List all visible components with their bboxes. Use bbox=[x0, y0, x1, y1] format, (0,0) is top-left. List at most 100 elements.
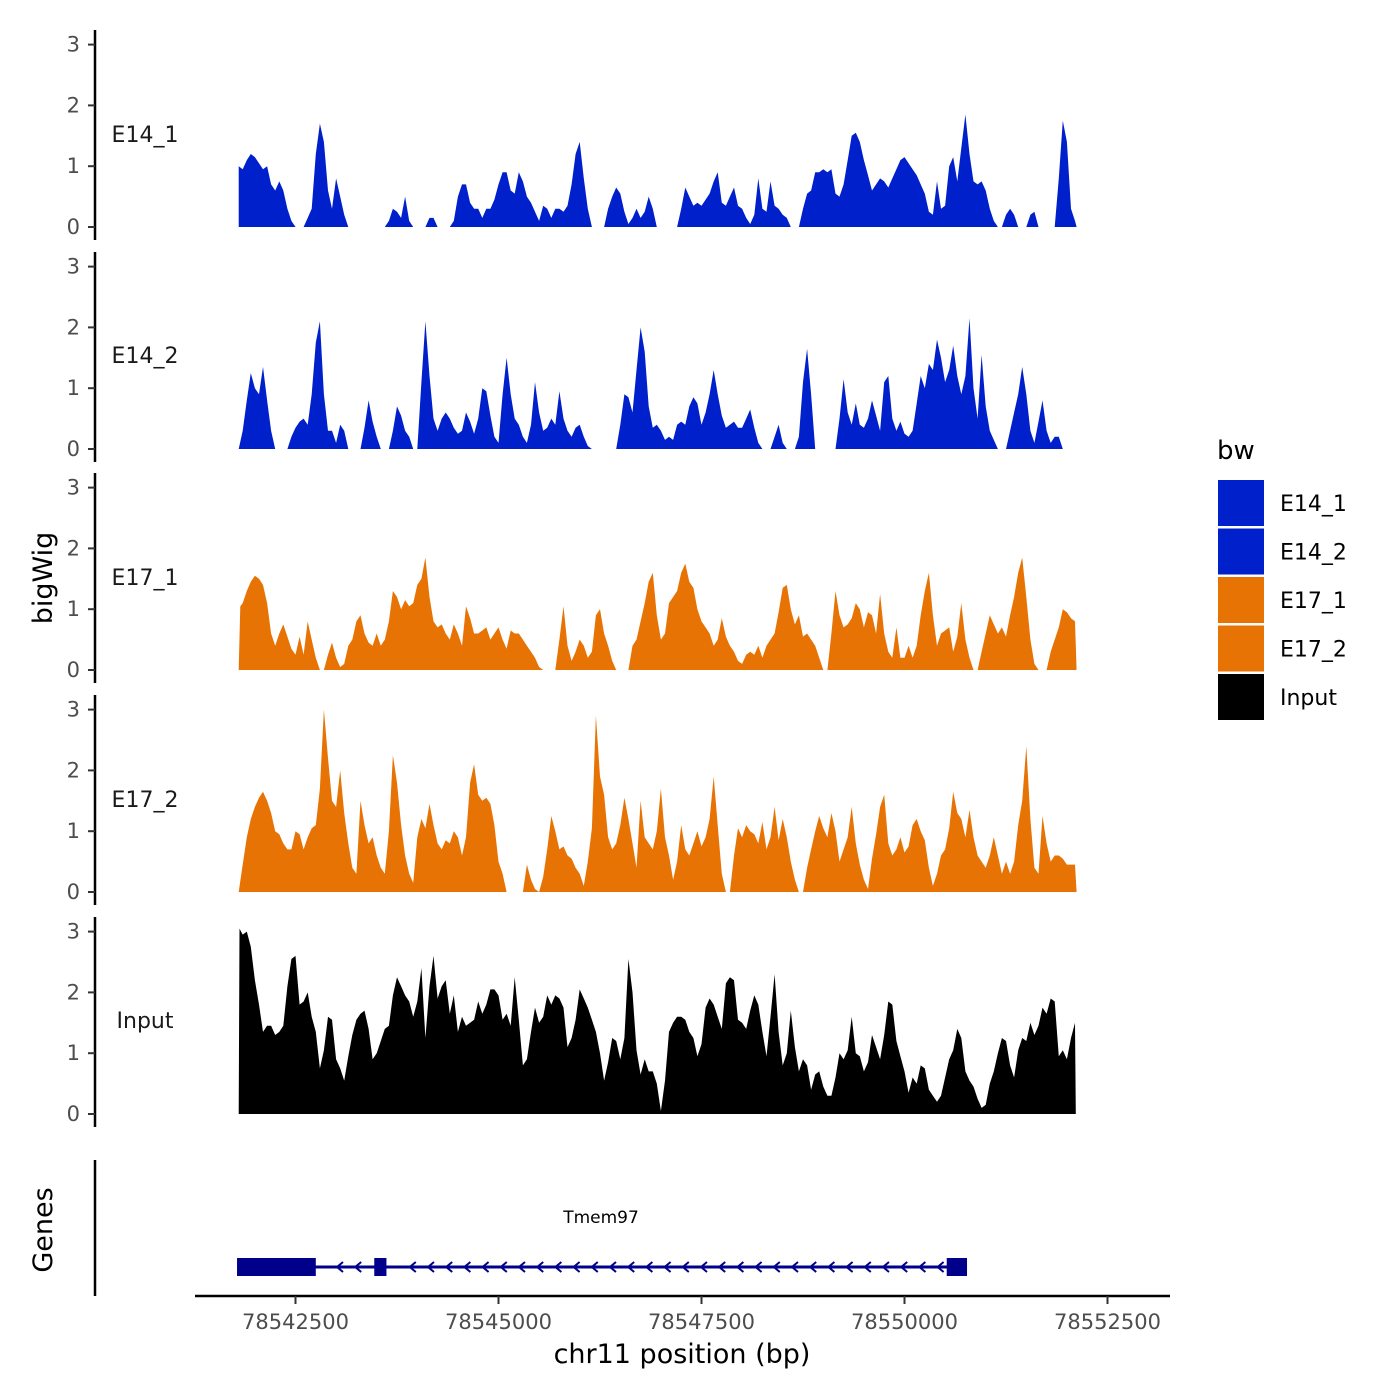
y-tick-label: 2 bbox=[67, 536, 80, 560]
strand-arrow bbox=[735, 1261, 745, 1273]
legend: bw E14_1 E14_2 E17_1 E17_2 Input bbox=[1217, 436, 1347, 720]
strand-arrow bbox=[444, 1261, 453, 1273]
x-axis-title: chr11 position (bp) bbox=[554, 1339, 811, 1370]
strand-arrow bbox=[917, 1261, 927, 1273]
exon bbox=[237, 1258, 316, 1276]
strand-arrow bbox=[845, 1261, 854, 1273]
coverage-area-e17-2 bbox=[238, 709, 1077, 892]
track-e14-1: 0 1 2 3 E14_1 bbox=[67, 30, 1077, 240]
strand-arrow bbox=[772, 1261, 781, 1273]
y-tick-label: 3 bbox=[67, 698, 80, 722]
gene-model-tmem97: Tmem97 bbox=[237, 1208, 968, 1276]
strand-arrow bbox=[553, 1261, 563, 1273]
legend-swatch bbox=[1218, 577, 1264, 623]
y-tick-label: 3 bbox=[67, 920, 80, 944]
strand-arrow bbox=[426, 1261, 435, 1273]
x-ticks: 78542500 78545000 78547500 78550000 78552500 bbox=[242, 1296, 1161, 1334]
strand-arrow bbox=[408, 1261, 417, 1273]
exon bbox=[946, 1258, 968, 1276]
y-tick-label: 2 bbox=[67, 93, 80, 117]
gene-layer: Tmem97 bbox=[237, 1208, 968, 1276]
y-tick-label: 1 bbox=[67, 597, 80, 621]
x-tick-label: 78552500 bbox=[1054, 1310, 1161, 1334]
y-tick-label: 0 bbox=[67, 215, 80, 239]
strand-arrow bbox=[881, 1261, 890, 1273]
x-tick-label: 78545000 bbox=[445, 1310, 552, 1334]
strand-arrow bbox=[517, 1261, 526, 1273]
legend-label: E17_1 bbox=[1280, 589, 1347, 614]
strand-arrow bbox=[535, 1261, 544, 1273]
track-panels: 0 1 2 3 E14_1 0 1 2 3 E14_2 0 1 2 3 E17_1 0 1 2 3 E17_2 0 1 2 3… bbox=[67, 30, 1077, 1127]
legend-entry: E17_2 bbox=[1218, 625, 1347, 672]
strand-arrow bbox=[481, 1261, 490, 1273]
exon bbox=[374, 1258, 387, 1276]
y-tick-label: 0 bbox=[67, 437, 80, 461]
y-tick-label: 1 bbox=[67, 819, 80, 843]
legend-swatch bbox=[1218, 528, 1264, 575]
track-label: Input bbox=[117, 1009, 174, 1034]
strand-arrow bbox=[608, 1261, 617, 1273]
legend-swatch bbox=[1218, 674, 1264, 720]
strand-arrow bbox=[499, 1261, 508, 1273]
strand-arrow bbox=[353, 1261, 362, 1273]
y-tick-label: 2 bbox=[67, 315, 80, 339]
track-e17-1: 0 1 2 3 E17_1 bbox=[67, 473, 1077, 683]
legend-label: Input bbox=[1280, 686, 1337, 711]
track-input: 0 1 2 3 Input bbox=[67, 917, 1076, 1127]
legend-entry: E17_1 bbox=[1218, 577, 1347, 623]
y-tick-label: 0 bbox=[67, 1102, 80, 1126]
strand-arrow bbox=[644, 1261, 654, 1273]
strand-arrow bbox=[717, 1261, 726, 1273]
gene-name-label: Tmem97 bbox=[562, 1208, 639, 1228]
x-tick-label: 78547500 bbox=[648, 1310, 755, 1334]
x-tick-label: 78542500 bbox=[242, 1310, 349, 1334]
track-label: E14_1 bbox=[112, 123, 179, 148]
x-axis: 78542500 78545000 78547500 78550000 78552500… bbox=[195, 1294, 1170, 1370]
strand-arrow bbox=[590, 1261, 599, 1273]
y-tick-label: 3 bbox=[67, 476, 80, 500]
y-tick-label: 1 bbox=[67, 376, 80, 400]
y-tick-label: 0 bbox=[67, 880, 80, 904]
track-e17-2: 0 1 2 3 E17_2 bbox=[67, 695, 1077, 905]
legend-label: E14_2 bbox=[1280, 541, 1347, 566]
y-tick-label: 2 bbox=[67, 758, 80, 782]
strand-arrow bbox=[826, 1261, 836, 1273]
strand-arrow bbox=[681, 1261, 690, 1273]
strand-arrow bbox=[699, 1261, 708, 1273]
coverage-area-input bbox=[238, 928, 1076, 1114]
y-tick-label: 0 bbox=[67, 658, 80, 682]
strand-arrow bbox=[462, 1261, 472, 1273]
strand-arrow bbox=[572, 1261, 581, 1273]
track-label: E17_1 bbox=[112, 566, 179, 591]
strand-arrow bbox=[754, 1261, 763, 1273]
legend-title: bw bbox=[1217, 436, 1255, 466]
track-label: E17_2 bbox=[112, 788, 179, 813]
y-tick-label: 1 bbox=[67, 1041, 80, 1065]
strand-arrow bbox=[808, 1261, 817, 1273]
legend-entry: E14_1 bbox=[1218, 480, 1347, 526]
strand-arrow bbox=[663, 1261, 672, 1273]
y-axis-title: bigWig bbox=[28, 532, 59, 625]
y-tick-label: 3 bbox=[67, 33, 80, 57]
strand-arrow bbox=[899, 1261, 908, 1273]
legend-label: E14_1 bbox=[1280, 492, 1347, 517]
legend-entry: Input bbox=[1218, 674, 1337, 720]
track-label: E14_2 bbox=[112, 344, 179, 369]
strand-arrow bbox=[335, 1261, 344, 1273]
y-tick-label: 2 bbox=[67, 980, 80, 1004]
genes-axis-title: Genes bbox=[28, 1187, 59, 1272]
legend-entry: E14_2 bbox=[1218, 528, 1347, 575]
y-tick-label: 1 bbox=[67, 154, 80, 178]
legend-swatch bbox=[1218, 480, 1264, 526]
coverage-area-e17-1 bbox=[238, 557, 1077, 670]
strand-arrow bbox=[936, 1261, 945, 1273]
legend-entries: E14_1 E14_2 E17_1 E17_2 Input bbox=[1218, 480, 1347, 720]
strand-arrow bbox=[626, 1261, 635, 1273]
coverage-area-e14-1 bbox=[238, 114, 1077, 227]
strand-arrow bbox=[863, 1261, 872, 1273]
strand-arrow bbox=[790, 1261, 799, 1273]
legend-label: E17_2 bbox=[1280, 638, 1347, 663]
x-tick-label: 78550000 bbox=[851, 1310, 958, 1334]
track-e14-2: 0 1 2 3 E14_2 bbox=[67, 252, 1063, 462]
